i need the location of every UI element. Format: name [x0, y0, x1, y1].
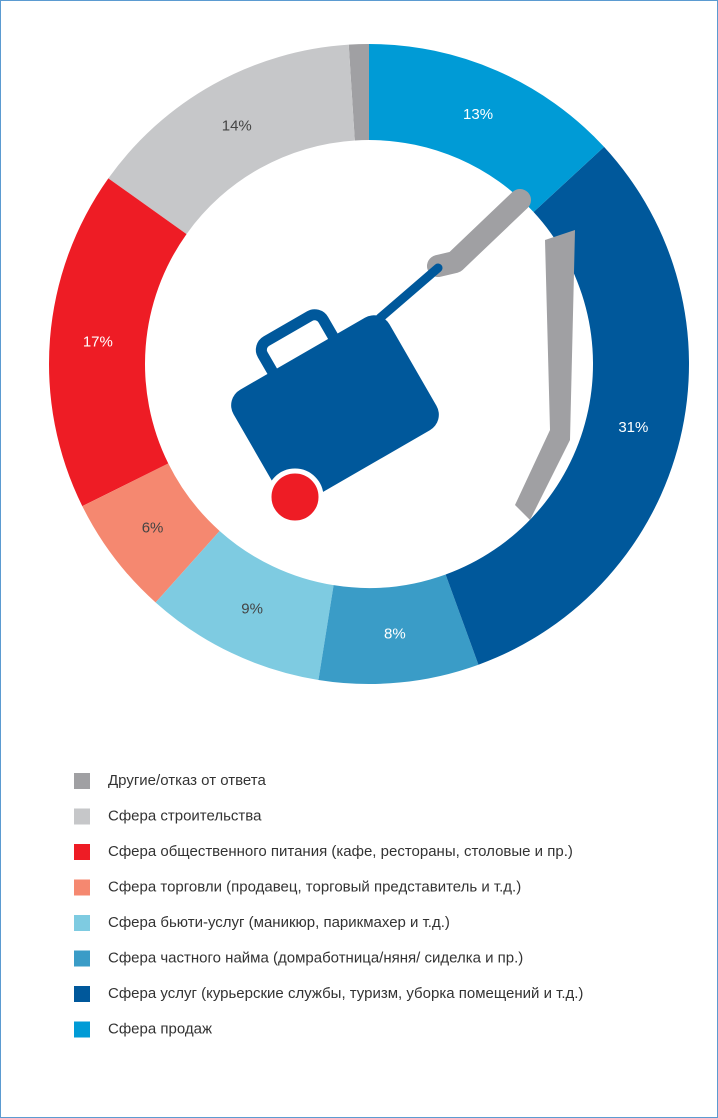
- legend-label: Сфера строительства: [108, 807, 262, 824]
- legend-label: Сфера продаж: [108, 1020, 212, 1037]
- legend-swatch: [74, 950, 90, 967]
- segment: [82, 463, 220, 603]
- legend-label: Сфера общественного питания (кафе, ресто…: [108, 843, 573, 860]
- suitcase-top-handle: [255, 309, 340, 377]
- icon: [231, 189, 575, 526]
- data-label: 31%: [618, 419, 648, 436]
- data-label: 17%: [83, 333, 113, 350]
- legend-swatch: [74, 808, 90, 825]
- segment: [445, 146, 689, 665]
- legend-swatch: [74, 986, 90, 1002]
- legend-label: Другие/отказ от ответа: [108, 772, 266, 789]
- data-label: 13%: [463, 106, 493, 123]
- legend-swatch: [74, 844, 90, 860]
- segment: [348, 44, 369, 141]
- segment: [48, 178, 187, 507]
- legend-label: Сфера частного найма (домработница/няня/…: [108, 949, 523, 966]
- suitcase-handle-bar: [375, 263, 443, 323]
- legend-label: Сфера бьюти-услуг (маникюр, парикмахер и…: [108, 914, 450, 931]
- legend-label: Сфера услуг (курьерские службы, туризм, …: [108, 985, 583, 1002]
- arm-lower: [515, 230, 575, 520]
- legend-swatch: [74, 1021, 90, 1038]
- legend: Другие/отказ от ответа Сфера строительств…: [74, 772, 583, 1038]
- legend-swatch: [74, 915, 90, 931]
- donut: 14% 17% 6% 9% 8% 31% 13%: [48, 44, 689, 684]
- legend-label: Сфера торговли (продавец, торговый предс…: [108, 878, 521, 895]
- segment: [369, 44, 605, 213]
- wheel: [266, 468, 324, 526]
- data-label: 6%: [142, 520, 164, 537]
- data-label: 8%: [384, 626, 406, 643]
- data-label: 14%: [222, 117, 252, 134]
- legend-swatch: [74, 879, 90, 896]
- segment: [155, 530, 334, 680]
- suitcase: [231, 315, 439, 505]
- data-label: 9%: [241, 601, 263, 618]
- legend-swatch: [74, 773, 90, 789]
- arm: [427, 189, 531, 277]
- segment: [318, 574, 479, 684]
- segment: [108, 44, 355, 235]
